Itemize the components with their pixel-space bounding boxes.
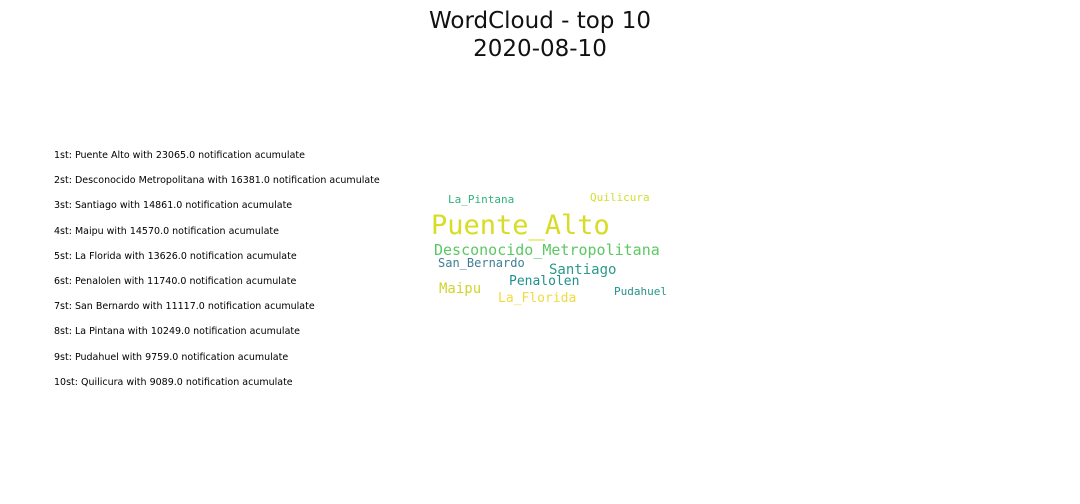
cloud-word-pudahuel: Pudahuel [614, 285, 667, 298]
ranking-item: 7st: San Bernardo with 11117.0 notificat… [54, 301, 315, 313]
cloud-word-la-florida: La_Florida [498, 291, 576, 306]
cloud-word-san-bernardo: San_Bernardo [438, 256, 525, 270]
cloud-word-maipu: Maipu [439, 281, 481, 297]
cloud-word-desconocido-metropolitana: Desconocido_Metropolitana [434, 241, 660, 259]
cloud-word-la-pintana: La_Pintana [448, 193, 514, 206]
ranking-item: 8st: La Pintana with 10249.0 notificatio… [54, 326, 300, 338]
ranking-item: 3st: Santiago with 14861.0 notification … [54, 200, 293, 212]
cloud-word-santiago: Santiago [549, 262, 616, 278]
ranking-item: 6st: Penalolen with 11740.0 notification… [54, 275, 297, 287]
chart-title: WordCloud - top 10 [428, 8, 651, 34]
ranking-list: 1st: Puente Alto with 23065.0 notificati… [54, 150, 380, 402]
ranking-item: 4st: Maipu with 14570.0 notification acu… [54, 225, 279, 237]
ranking-item: 1st: Puente Alto with 23065.0 notificati… [54, 150, 305, 161]
chart-subtitle: 2020-08-10 [473, 36, 607, 62]
ranking-item: 2st: Desconocido Metropolitana with 1638… [54, 175, 380, 187]
ranking-item: 5st: La Florida with 13626.0 notificatio… [54, 250, 297, 262]
ranking-item: 10st: Quilicura with 9089.0 notification… [54, 376, 293, 388]
cloud-word-penalolen: Penalolen [509, 274, 579, 289]
ranking-item: 9st: Pudahuel with 9759.0 notification a… [54, 351, 289, 363]
cloud-word-puente-alto: Puente_Alto [431, 210, 610, 241]
cloud-word-quilicura: Quilicura [590, 191, 650, 204]
